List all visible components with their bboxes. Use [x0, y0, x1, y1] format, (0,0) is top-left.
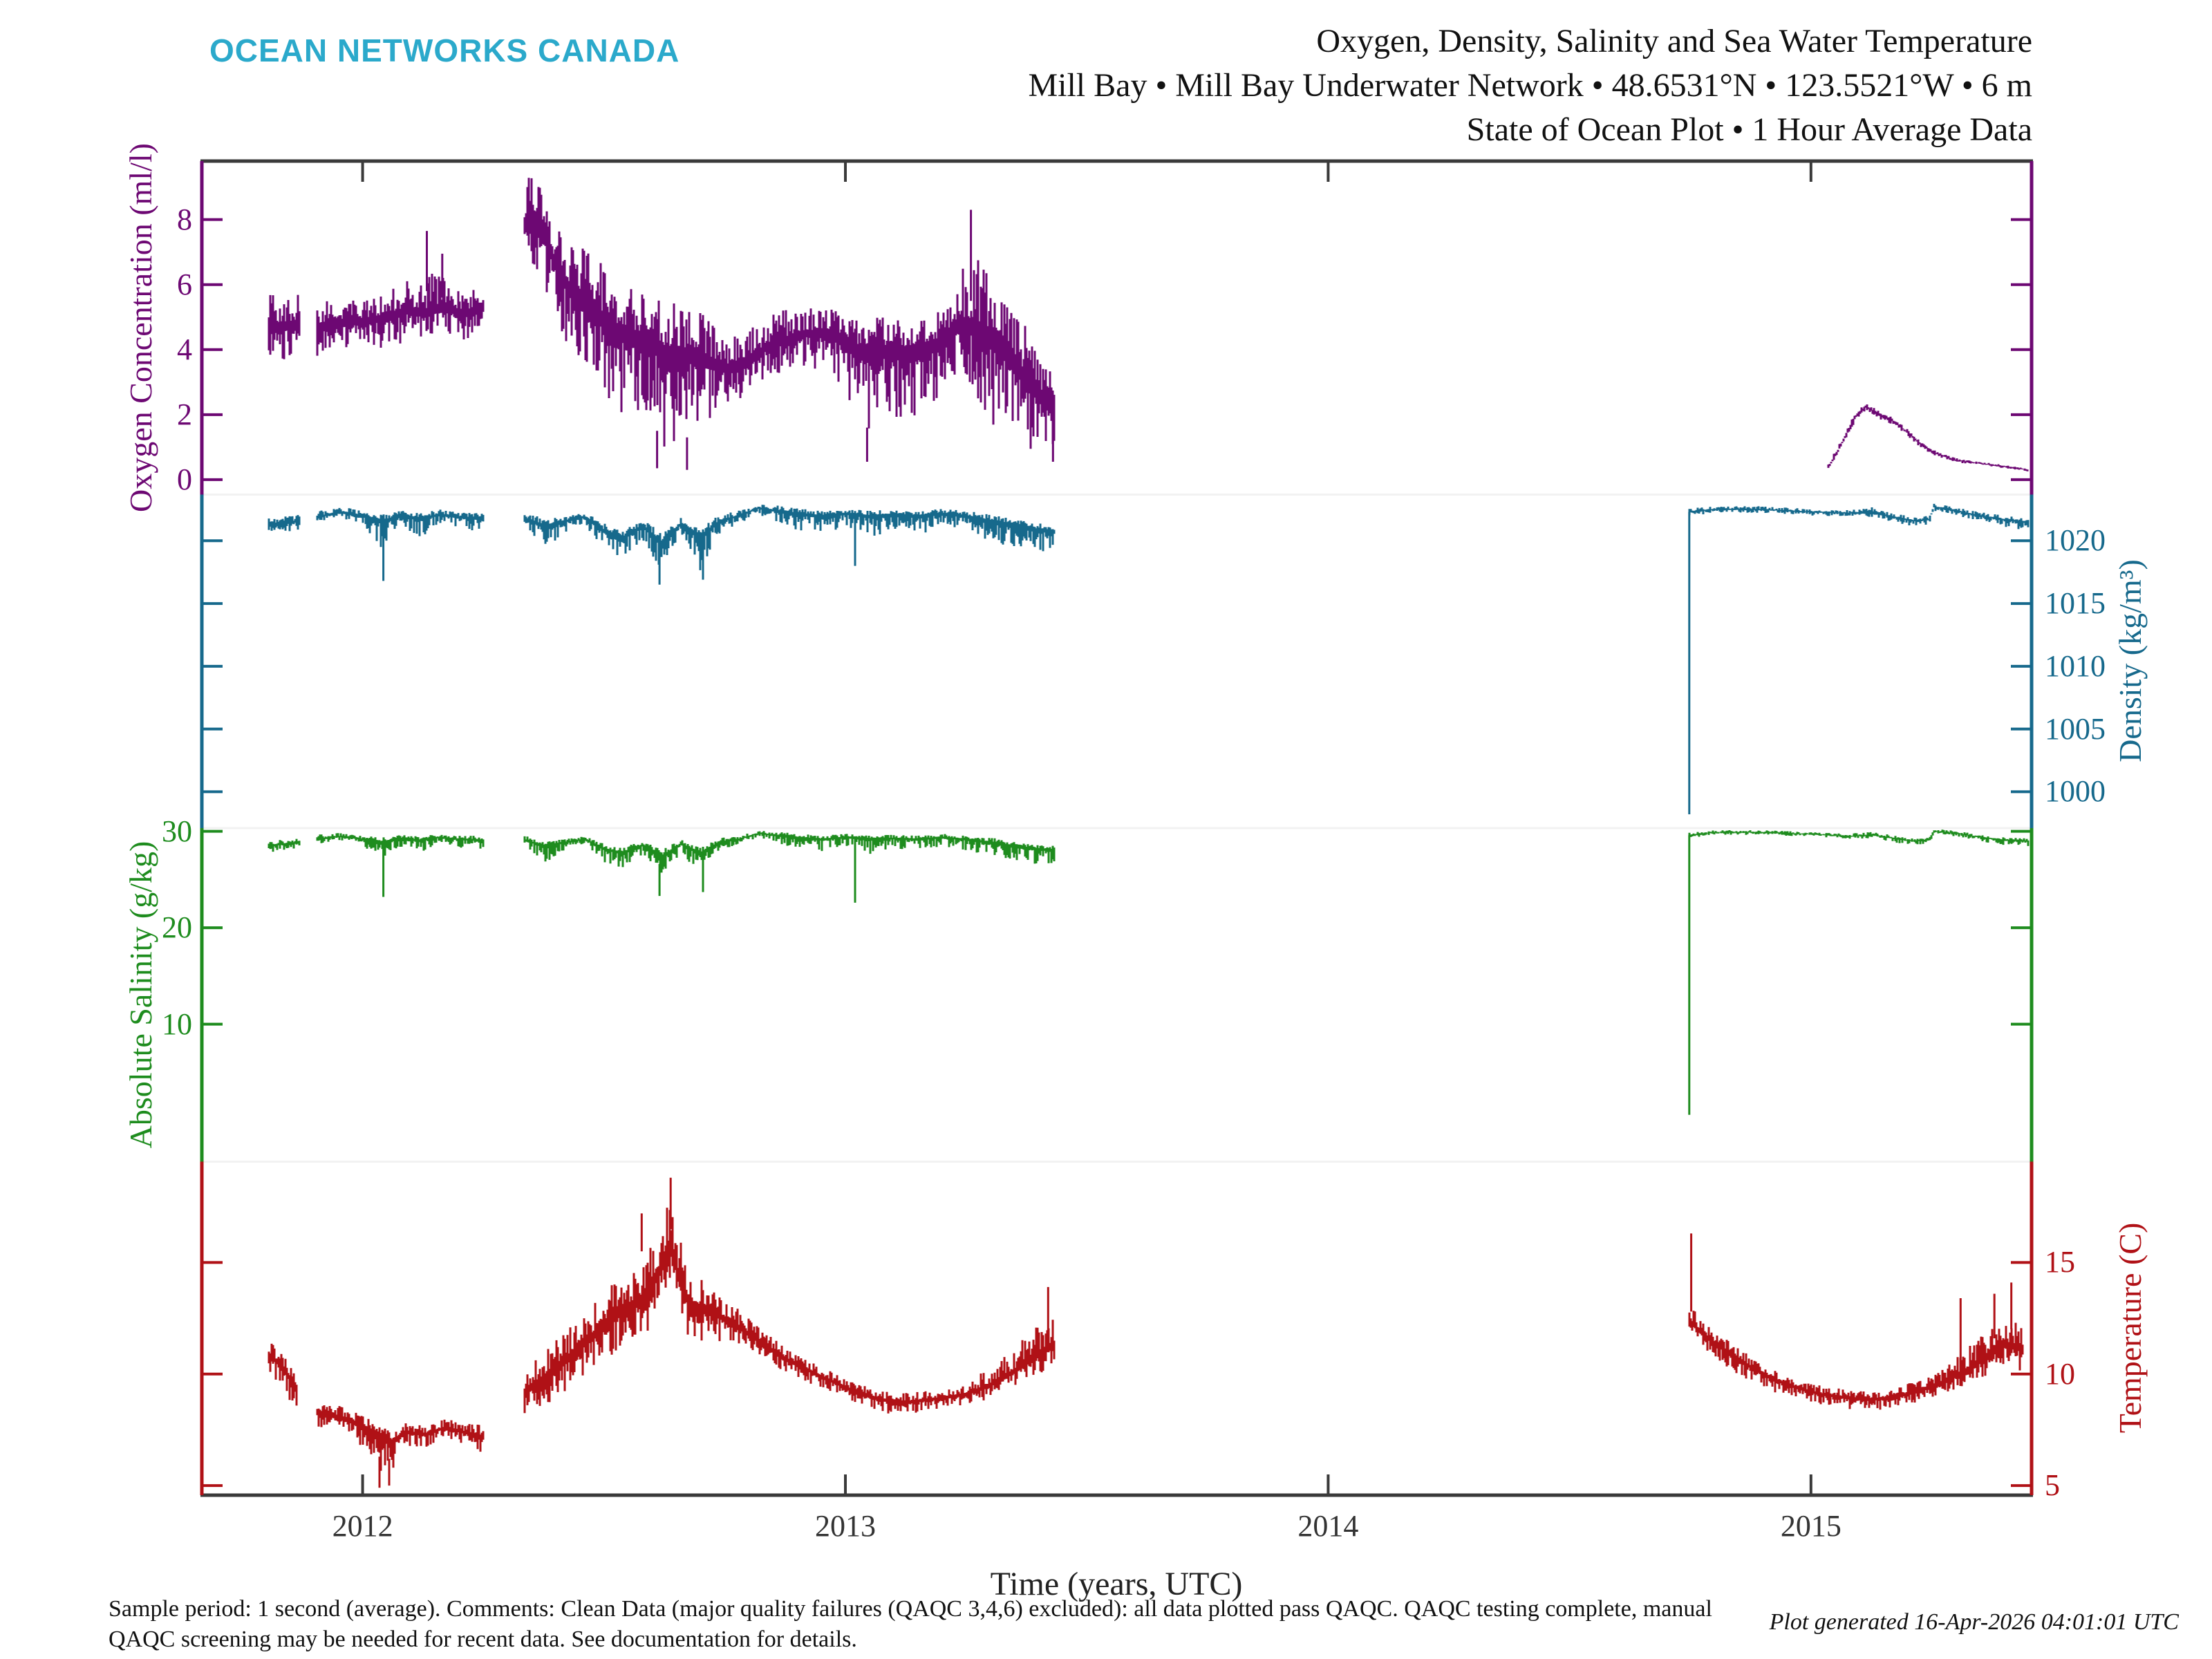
x-axis-label: Time (years, UTC) — [990, 1566, 1243, 1602]
density-ytick-label: 1000 — [2045, 774, 2106, 809]
footer-comment-line1: Sample period: 1 second (average). Comme… — [109, 1596, 1712, 1622]
density-series — [268, 503, 2030, 814]
density-axis-label: Density (kg/m³) — [2112, 559, 2148, 762]
temperature-series — [268, 1177, 2024, 1488]
oxygen_concentration-ytick-label: 0 — [177, 462, 192, 496]
temperature-ytick-label: 15 — [2045, 1245, 2075, 1280]
xtick-label-2012: 2012 — [332, 1509, 393, 1543]
absolute_salinity-ytick-label: 20 — [162, 910, 192, 945]
absolute_salinity-ytick-label: 30 — [162, 814, 192, 848]
plot-title-line2: Mill Bay • Mill Bay Underwater Network •… — [1028, 67, 2032, 104]
plot-title-line3: State of Ocean Plot • 1 Hour Average Dat… — [1466, 111, 2032, 148]
density-ytick-label: 1005 — [2045, 711, 2106, 746]
temperature-ytick-label: 10 — [2045, 1356, 2075, 1391]
absolute_salinity-ytick-label: 10 — [162, 1006, 192, 1041]
ocean-networks-canada-logo: OCEAN NETWORKS CANADA — [209, 32, 680, 68]
plot-title-block: Oxygen, Density, Salinity and Sea Water … — [1028, 19, 2032, 152]
xtick-label-2013: 2013 — [814, 1509, 876, 1543]
footer-comment-line2: QAQC screening may be needed for recent … — [109, 1627, 857, 1652]
absolute_salinity-series — [268, 830, 2030, 1115]
density-ytick-label: 1010 — [2045, 648, 2106, 683]
plot-generated-timestamp: Plot generated 16-Apr-2026 04:01:01 UTC — [1769, 1609, 2179, 1635]
density-ytick-label: 1020 — [2045, 523, 2106, 558]
salinity-axis-label: Absolute Salinity (g/kg) — [123, 841, 158, 1149]
xtick-label-2015: 2015 — [1780, 1509, 1841, 1543]
plot-title-line1: Oxygen, Density, Salinity and Sea Water … — [1316, 23, 2032, 59]
oxygen-axis-label: Oxygen Concentration (ml/l) — [123, 143, 158, 512]
temperature-axis-label: Temperature (C) — [2112, 1222, 2148, 1434]
oxygen_concentration-ytick-label: 2 — [177, 397, 192, 431]
xtick-label-2014: 2014 — [1297, 1509, 1359, 1543]
oxygen_concentration-ytick-label: 4 — [177, 332, 192, 366]
temperature-ytick-label: 5 — [2045, 1468, 2060, 1503]
oxygen_concentration-ytick-label: 8 — [177, 202, 192, 236]
footer-comments: Sample period: 1 second (average). Comme… — [109, 1594, 1712, 1655]
density-ytick-label: 1015 — [2045, 586, 2106, 621]
oxygen_concentration-ytick-label: 6 — [177, 267, 192, 301]
oxygen_concentration-series — [268, 178, 2029, 471]
